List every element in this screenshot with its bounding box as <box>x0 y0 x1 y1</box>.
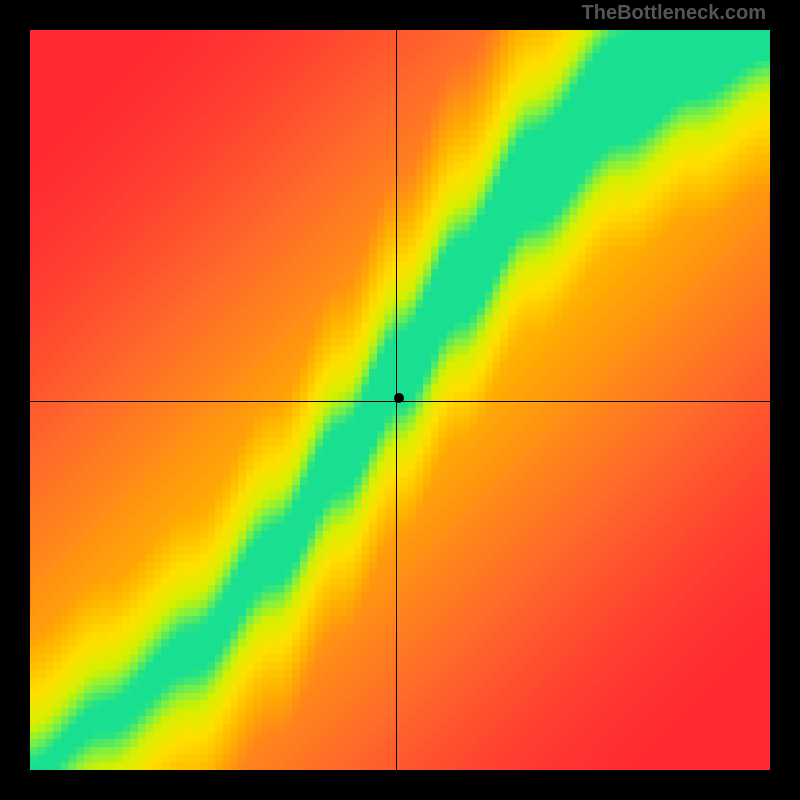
watermark-text: TheBottleneck.com <box>582 2 766 25</box>
plot-area <box>30 30 770 770</box>
data-point-marker <box>394 393 404 403</box>
